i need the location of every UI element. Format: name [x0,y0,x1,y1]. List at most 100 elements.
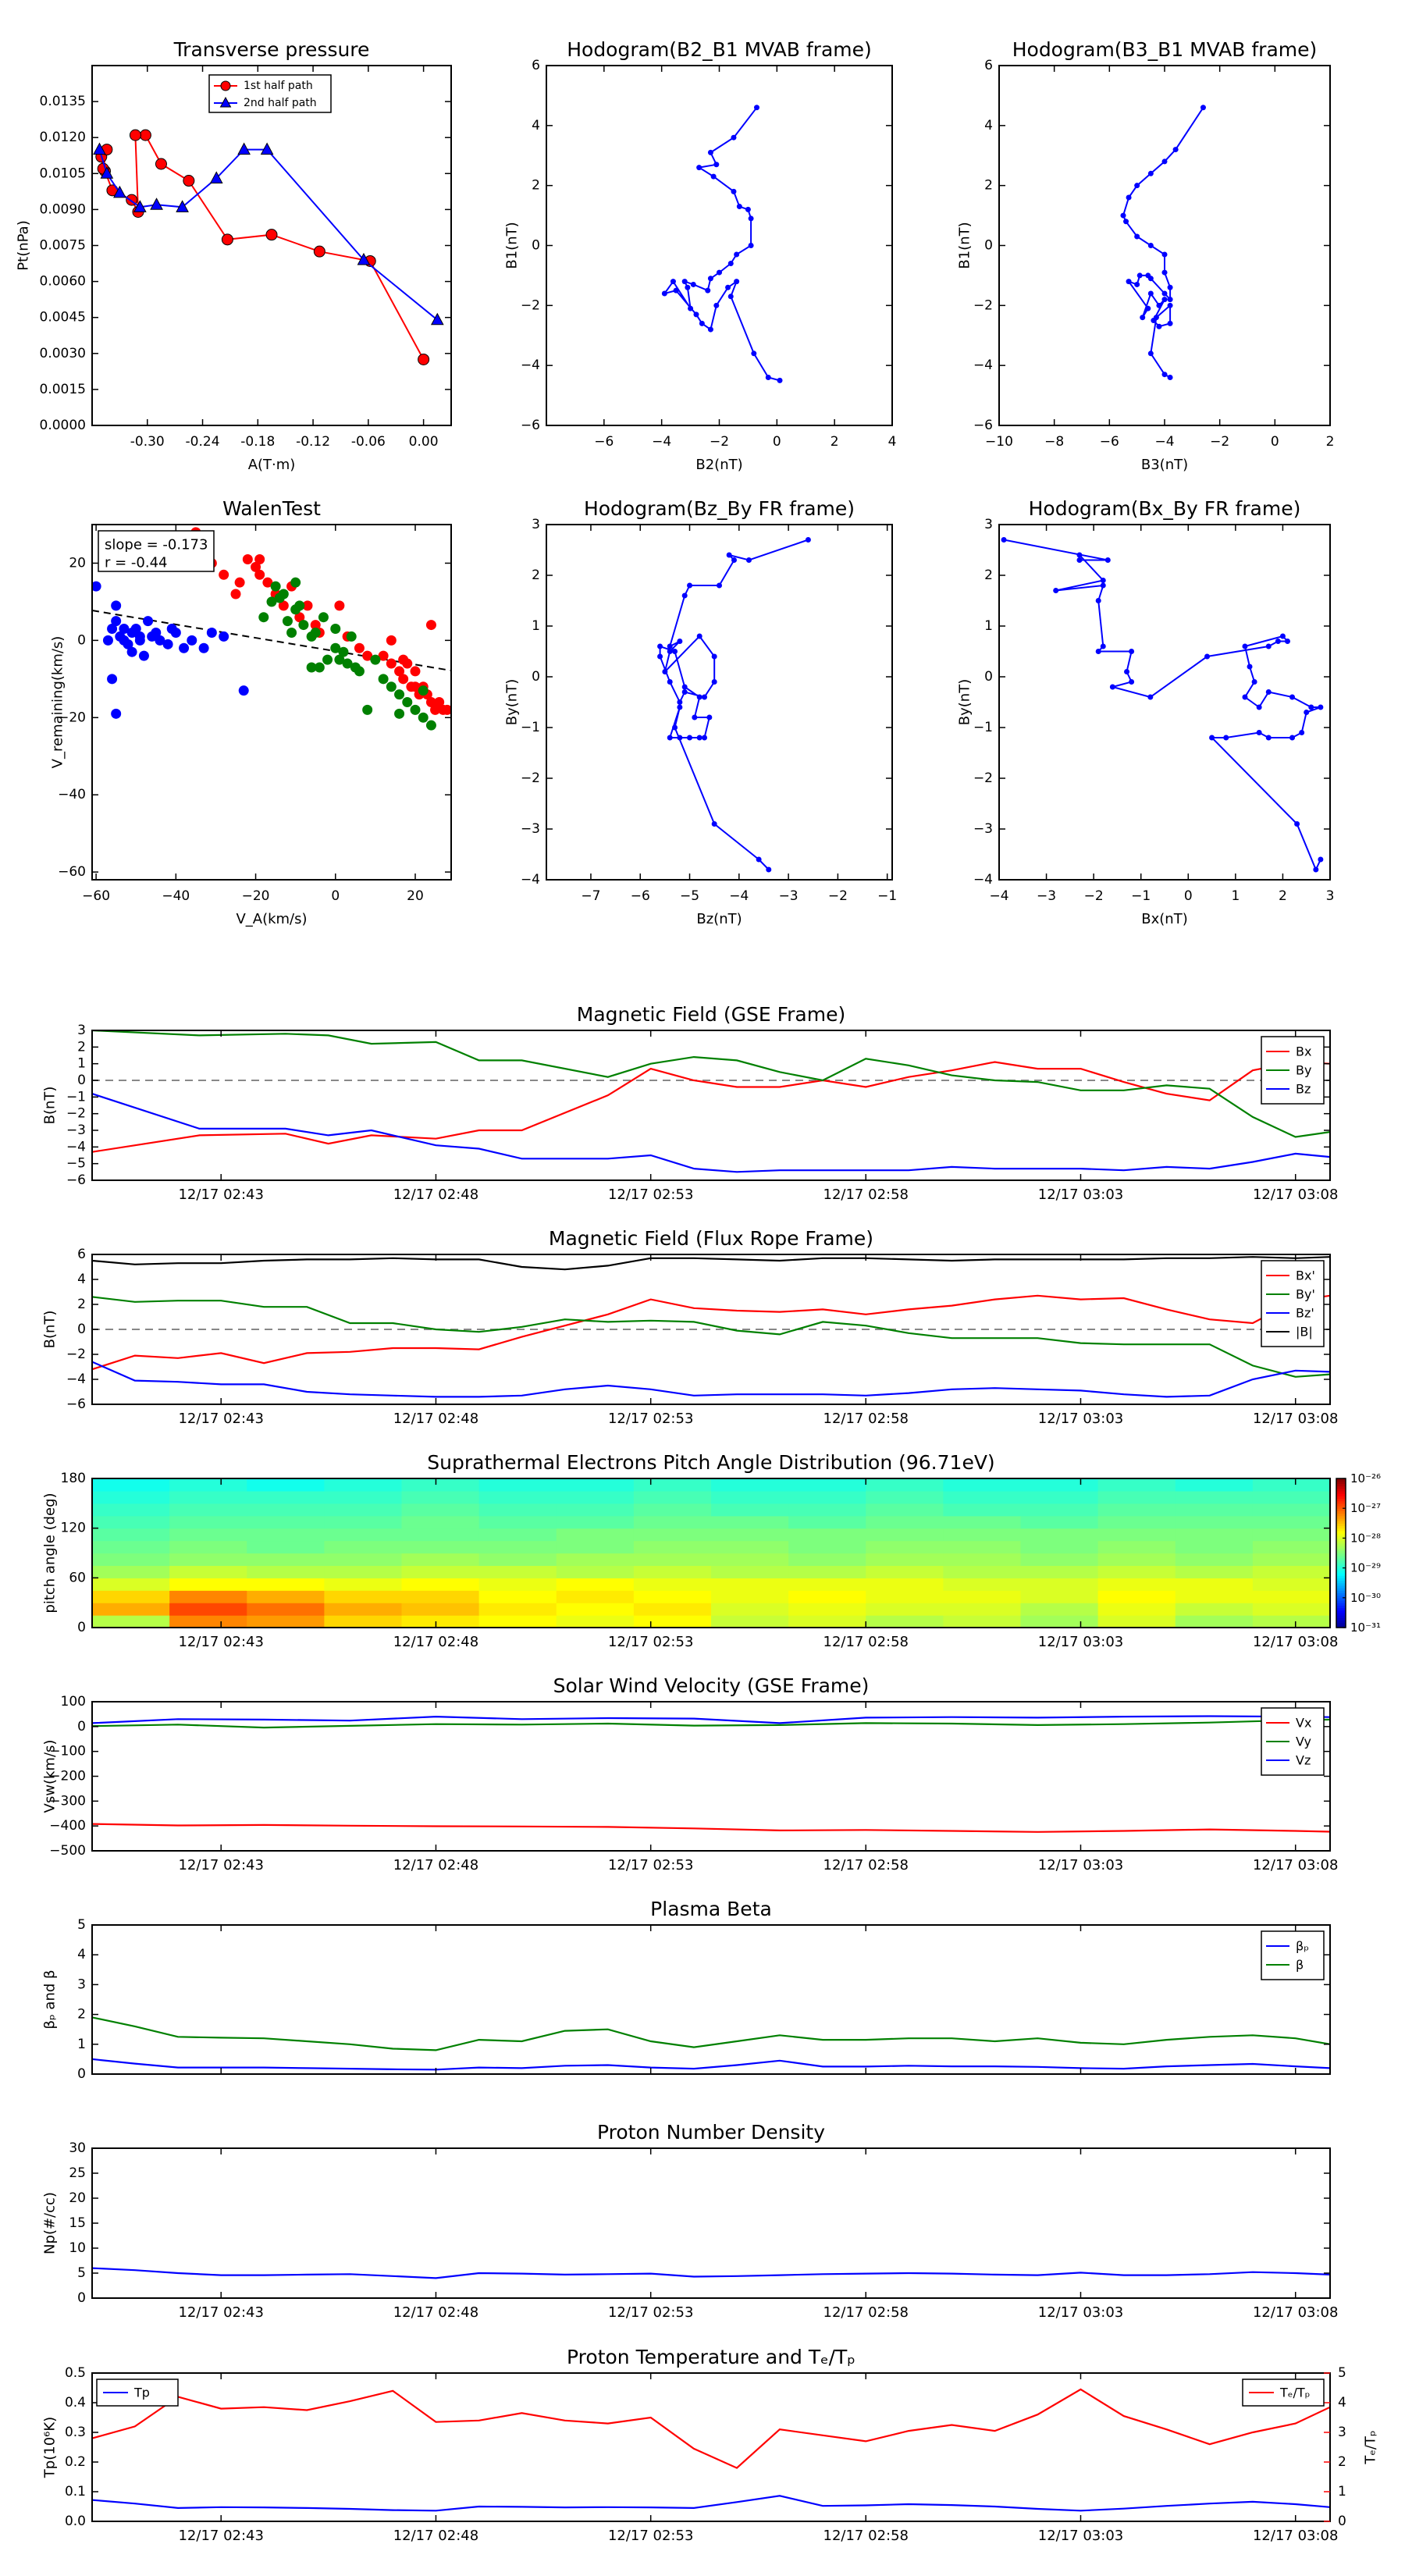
hodo2-point [1140,315,1146,321]
pad-colorbar-segment [1336,1523,1346,1527]
pad-cell [788,1578,866,1591]
beta-panel: 0 1 2 3 4 5 Plasma Beta βₚ and β βₚ β [42,1898,1331,2082]
hodo1-point [670,279,676,285]
pad-cell [401,1515,480,1529]
pad-cell [1175,1590,1254,1603]
tp-point [133,200,147,212]
temp-ytick-right-label: 2 [1338,2454,1346,2470]
bfr-ylabel: B(nT) [42,1311,59,1349]
hodo4-ytick-label: 1 [984,618,993,634]
hodo1-point [713,302,720,308]
hodo4-point [1308,704,1314,710]
hodo2-xtick-label: −10 [985,434,1013,450]
bfr-time-label: 12/17 02:58 [823,1411,909,1427]
hodo4-xtick-label: 2 [1279,888,1287,904]
hodo3-point [657,653,663,660]
walen-point [254,554,265,565]
pad-colorbar-segment [1336,1510,1346,1514]
pad-cell [556,1540,635,1554]
pad-cell [1252,1503,1331,1517]
walen-frame [91,524,452,881]
np-ytick-label: 30 [69,2140,86,2156]
pad-cell [169,1565,247,1578]
pad-cell [866,1478,944,1492]
beta-ytick-label: 3 [77,1976,86,1992]
hodo3-point [672,724,678,731]
np-ytick-label: 20 [69,2190,86,2206]
walen-point [290,577,301,588]
pad-cell [556,1503,635,1517]
hodo2-point [1167,302,1173,308]
pad-cell [556,1528,635,1542]
walen-point [262,577,273,588]
pad-cell [478,1528,557,1542]
bfr-series-1 [92,1296,1330,1378]
bgse-plot-area [92,1030,1330,1180]
pad-cell [711,1478,789,1492]
walen-point [111,616,122,627]
hodo4-xtick-label: −2 [1084,888,1104,904]
hodo3-point [681,684,688,690]
pad-cell [866,1515,944,1529]
hodo4-point [1076,557,1083,563]
pad-colorbar-segment [1336,1610,1346,1614]
pad-cell [633,1490,712,1504]
hodo3-point [662,669,668,674]
walen-point [310,620,321,631]
beta-marks [92,2016,1330,2071]
beta-series-1 [92,2016,1330,2051]
bgse-legend-label: Bx [1296,1044,1311,1059]
tp-point [139,129,151,141]
pad-cell [1252,1615,1331,1628]
hodo4-point [1100,582,1106,589]
pad-cell [711,1515,789,1529]
hodo2-point [1134,183,1140,189]
tp-legend-label: 1st half path [244,80,313,92]
hodo3-point [711,679,717,685]
hodo1-plot-area [546,66,892,425]
tp-xtick-label: 0.00 [409,434,439,450]
tp-ytick-label: 0.0075 [40,238,86,254]
beta-ylabel: βₚ and β [42,1970,59,2030]
pad-cell [1175,1515,1254,1529]
hodo3-title: Hodogram(Bz_By FR frame) [584,497,855,520]
walen-point [151,627,162,638]
pad-colorbar-segment [1336,1530,1346,1534]
pad-cell [1020,1578,1099,1591]
hodo3-ytick-label: 2 [532,568,540,583]
pad-cell [788,1540,866,1554]
np-time-label: 12/17 03:03 [1038,2304,1123,2321]
pad-colorbar-segment [1336,1535,1346,1539]
tp-point [100,166,114,179]
hodo4-point [1100,578,1106,583]
temp-time-label: 12/17 03:03 [1038,2528,1123,2544]
pad-colorbar-segment [1336,1553,1346,1557]
pad-cell [169,1503,247,1517]
tp-ytick-label: 0.0090 [40,201,86,217]
hodo1-point [727,261,734,267]
walen-point [322,654,333,665]
hodo3-point [717,582,722,589]
pad-time-label: 12/17 02:58 [823,1634,909,1650]
pad-cell [943,1615,1022,1628]
bgse-time-label: 12/17 02:53 [608,1187,693,1203]
walen-point [378,650,389,661]
bfr-legend-label: |B| [1296,1325,1313,1340]
tp-title: Transverse pressure [173,38,370,61]
pad-cell [633,1478,712,1492]
pad-cell [866,1503,944,1517]
pad-colorbar-segment [1336,1515,1346,1519]
hodo2-point [1167,297,1173,303]
hodo2-xlabel: B3(nT) [1141,457,1188,473]
pad-cell [943,1565,1022,1578]
walen-point [394,708,405,719]
walen-point [123,639,133,649]
hodo1-point [731,134,737,141]
pad-cell [711,1503,789,1517]
walen-point [266,596,277,607]
walen-point [111,600,122,611]
walen-point [362,650,373,661]
pad-cell [711,1540,789,1554]
pad-cell [92,1590,170,1603]
pad-cell [169,1615,247,1628]
